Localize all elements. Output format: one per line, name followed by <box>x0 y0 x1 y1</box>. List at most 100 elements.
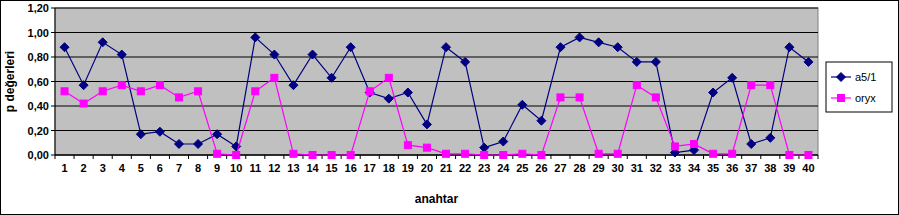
x-tick <box>741 155 742 159</box>
marker <box>633 82 640 89</box>
marker <box>519 150 526 157</box>
x-tick-label: 9 <box>214 162 220 174</box>
x-tick-label: 8 <box>195 162 201 174</box>
marker <box>80 100 87 107</box>
x-tick-label: 18 <box>383 162 395 174</box>
marker <box>804 57 813 66</box>
marker <box>423 144 430 151</box>
marker <box>728 73 737 82</box>
x-tick <box>646 155 647 159</box>
marker <box>518 100 527 109</box>
marker <box>60 43 69 52</box>
x-tick <box>112 155 113 159</box>
legend: a5/1 oryx <box>826 62 892 112</box>
x-tick <box>360 155 361 159</box>
y-tick-label: 0,40 <box>28 100 49 112</box>
marker <box>443 150 450 157</box>
marker <box>538 152 545 159</box>
x-tick <box>818 155 819 159</box>
x-tick <box>150 155 151 159</box>
x-tick-label: 23 <box>478 162 490 174</box>
x-tick <box>264 155 265 159</box>
x-tick-label: 10 <box>230 162 242 174</box>
marker <box>729 150 736 157</box>
x-tick <box>207 155 208 159</box>
marker <box>233 152 240 159</box>
x-tick-label: 15 <box>325 162 337 174</box>
marker <box>767 82 774 89</box>
marker <box>499 137 508 146</box>
x-tick-label: 40 <box>802 162 814 174</box>
y-tick-label: 0,00 <box>28 149 49 161</box>
x-tick <box>760 155 761 159</box>
x-tick <box>283 155 284 159</box>
x-tick-label: 14 <box>306 162 319 174</box>
y-axis-title: p değerleri <box>3 51 17 112</box>
grid-line <box>55 8 818 9</box>
marker <box>710 150 717 157</box>
y-axis <box>55 8 56 155</box>
x-tick-label: 36 <box>726 162 738 174</box>
x-tick-label: 32 <box>650 162 662 174</box>
x-tick-label: 37 <box>745 162 757 174</box>
x-tick <box>550 155 551 159</box>
x-tick <box>703 155 704 159</box>
x-tick-label: 3 <box>100 162 106 174</box>
marker <box>365 88 374 97</box>
marker <box>384 94 393 103</box>
marker <box>174 139 183 148</box>
x-tick-label: 30 <box>612 162 624 174</box>
legend-label: oryx <box>855 92 876 104</box>
x-tick <box>417 155 418 159</box>
x-tick-label: 25 <box>516 162 528 174</box>
x-tick <box>74 155 75 159</box>
x-tick-label: 29 <box>593 162 605 174</box>
marker <box>270 50 279 59</box>
marker <box>289 81 298 90</box>
x-tick <box>398 155 399 159</box>
marker <box>786 152 793 159</box>
marker <box>290 150 297 157</box>
x-tick <box>665 155 666 159</box>
marker <box>175 94 182 101</box>
x-tick <box>131 155 132 159</box>
x-tick-label: 12 <box>268 162 280 174</box>
marker <box>61 88 68 95</box>
marker <box>347 152 354 159</box>
marker <box>594 38 603 47</box>
marker <box>118 82 125 89</box>
marker <box>556 43 565 52</box>
marker <box>557 94 564 101</box>
x-tick-label: 27 <box>554 162 566 174</box>
x-tick <box>55 155 56 159</box>
x-tick <box>226 155 227 159</box>
x-tick-label: 26 <box>535 162 547 174</box>
marker <box>328 152 335 159</box>
grid-line <box>55 57 818 58</box>
marker <box>500 152 507 159</box>
marker <box>614 150 621 157</box>
y-tick-label: 1,20 <box>28 2 49 14</box>
chart-background <box>1 1 899 215</box>
y-tick <box>51 106 55 107</box>
grid-line <box>55 81 818 82</box>
series-line <box>65 78 809 155</box>
marker <box>575 33 584 42</box>
legend-label: a5/1 <box>855 71 876 83</box>
marker <box>155 127 164 136</box>
marker <box>366 88 373 95</box>
x-tick <box>608 155 609 159</box>
marker <box>137 88 144 95</box>
x-tick-label: 4 <box>119 162 126 174</box>
x-tick <box>474 155 475 159</box>
x-tick-label: 1 <box>61 162 67 174</box>
marker <box>709 88 718 97</box>
x-tick <box>93 155 94 159</box>
x-tick-label: 31 <box>631 162 643 174</box>
x-tick <box>722 155 723 159</box>
x-tick-label: 2 <box>81 162 87 174</box>
marker <box>651 57 660 66</box>
y-tick <box>51 130 55 131</box>
marker <box>785 43 794 52</box>
x-tick <box>302 155 303 159</box>
